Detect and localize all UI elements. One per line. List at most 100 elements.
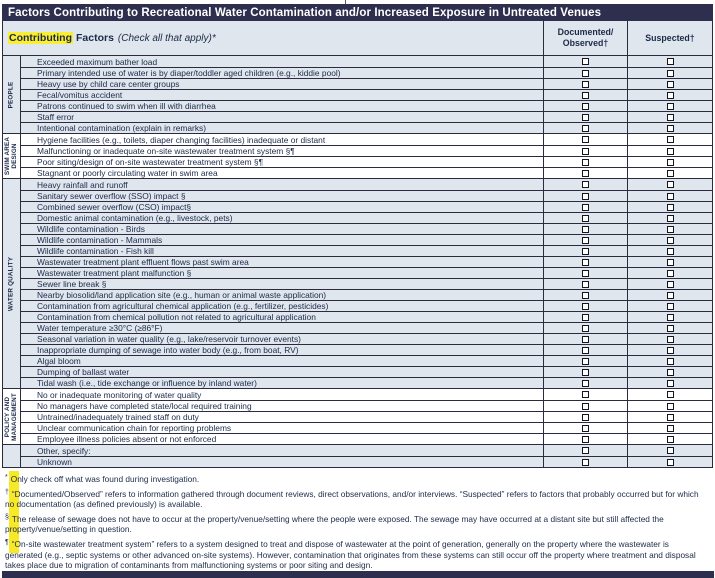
documented-checkbox[interactable]	[582, 291, 589, 299]
factor-label: Other, specify:	[37, 445, 91, 456]
documented-checkbox[interactable]	[582, 225, 589, 233]
documented-checkbox[interactable]	[582, 192, 589, 200]
documented-checkbox[interactable]	[582, 181, 589, 188]
suspected-checkbox[interactable]	[666, 402, 674, 410]
suspected-checkbox[interactable]	[666, 136, 674, 143]
suspected-checkbox[interactable]	[666, 258, 674, 266]
suspected-checkbox[interactable]	[666, 203, 674, 211]
documented-checkbox[interactable]	[582, 435, 589, 443]
documented-checkbox[interactable]	[582, 203, 589, 211]
suspected-checkbox[interactable]	[666, 447, 674, 454]
table-header-row: Contributing Factors (Check all that app…	[3, 21, 712, 56]
factor-label: Nearby biosolid/land application site (e…	[37, 290, 327, 300]
suspected-checkbox[interactable]	[666, 280, 674, 288]
suspected-checkbox[interactable]	[666, 458, 674, 466]
suspected-checkbox[interactable]	[666, 346, 674, 354]
documented-checkbox[interactable]	[582, 447, 589, 454]
factor-label: Wastewater treatment plant malfunction §	[37, 268, 192, 278]
suspected-cell	[627, 279, 712, 289]
suspected-checkbox[interactable]	[666, 192, 674, 200]
documented-checkbox[interactable]	[582, 424, 589, 432]
suspected-cell	[627, 179, 712, 190]
documented-checkbox[interactable]	[582, 368, 589, 376]
documented-checkbox[interactable]	[582, 158, 589, 166]
section-rows: Hygiene facilities (e.g., toilets, diape…	[21, 134, 712, 178]
suspected-checkbox[interactable]	[666, 391, 674, 398]
documented-checkbox[interactable]	[582, 391, 589, 398]
suspected-checkbox[interactable]	[666, 147, 674, 155]
documented-checkbox[interactable]	[582, 379, 589, 387]
documented-checkbox[interactable]	[582, 357, 589, 365]
documented-checkbox[interactable]	[582, 236, 589, 244]
documented-checkbox[interactable]	[582, 302, 589, 310]
suspected-checkbox[interactable]	[666, 435, 674, 443]
form-document: Factors Contributing to Recreational Wat…	[2, 4, 713, 571]
suspected-checkbox[interactable]	[666, 102, 674, 110]
suspected-checkbox[interactable]	[666, 302, 674, 310]
factor-row: Seasonal variation in water quality (e.g…	[21, 333, 712, 344]
suspected-checkbox[interactable]	[666, 335, 674, 343]
factor-row: No or inadequate monitoring of water qua…	[21, 389, 712, 400]
factor-label: Malfunctioning or inadequate on-site was…	[37, 146, 295, 156]
documented-cell	[543, 191, 627, 201]
suspected-checkbox[interactable]	[666, 225, 674, 233]
documented-cell	[543, 146, 627, 156]
documented-cell	[543, 367, 627, 377]
documented-checkbox[interactable]	[582, 280, 589, 288]
suspected-cell	[627, 401, 712, 411]
documented-checkbox[interactable]	[582, 102, 589, 110]
documented-checkbox[interactable]	[582, 247, 589, 255]
factor-row: Sewer line break §	[21, 278, 712, 289]
factor-row: Poor siting/design of on-site wastewater…	[21, 156, 712, 167]
suspected-checkbox[interactable]	[666, 80, 674, 88]
factor-label: Exceeded maximum bather load	[37, 56, 158, 67]
suspected-checkbox[interactable]	[666, 214, 674, 222]
documented-checkbox[interactable]	[582, 346, 589, 354]
suspected-checkbox[interactable]	[666, 124, 674, 132]
documented-cell	[543, 112, 627, 122]
suspected-checkbox[interactable]	[666, 58, 674, 65]
suspected-checkbox[interactable]	[666, 291, 674, 299]
factor-label: Sanitary sewer overflow (SSO) impact §	[37, 191, 186, 201]
suspected-checkbox[interactable]	[666, 357, 674, 365]
factor-label: Patrons continued to swim when ill with …	[37, 101, 216, 111]
suspected-checkbox[interactable]	[666, 269, 674, 277]
documented-checkbox[interactable]	[582, 214, 589, 222]
documented-checkbox[interactable]	[582, 335, 589, 343]
suspected-checkbox[interactable]	[666, 247, 674, 255]
suspected-checkbox[interactable]	[666, 379, 674, 387]
documented-checkbox[interactable]	[582, 147, 589, 155]
documented-checkbox[interactable]	[582, 313, 589, 321]
documented-checkbox[interactable]	[582, 91, 589, 99]
documented-checkbox[interactable]	[582, 269, 589, 277]
pilcrow-symbol: ¶	[5, 539, 9, 547]
documented-checkbox[interactable]	[582, 324, 589, 332]
suspected-checkbox[interactable]	[666, 236, 674, 244]
documented-checkbox[interactable]	[582, 169, 589, 177]
suspected-checkbox[interactable]	[666, 113, 674, 121]
documented-checkbox[interactable]	[582, 80, 589, 88]
factors-header-cell: Contributing Factors (Check all that app…	[3, 21, 543, 55]
suspected-checkbox[interactable]	[666, 324, 674, 332]
section: SWIM AREA DESIGN Hygiene facilities (e.g.…	[3, 133, 712, 178]
documented-checkbox[interactable]	[582, 413, 589, 421]
suspected-checkbox[interactable]	[666, 181, 674, 188]
documented-checkbox[interactable]	[582, 258, 589, 266]
factor-label: Stagnant or poorly circulating water in …	[37, 168, 218, 178]
suspected-checkbox[interactable]	[666, 69, 674, 77]
documented-checkbox[interactable]	[582, 402, 589, 410]
documented-checkbox[interactable]	[582, 124, 589, 132]
suspected-checkbox[interactable]	[666, 368, 674, 376]
suspected-checkbox[interactable]	[666, 158, 674, 166]
suspected-checkbox[interactable]	[666, 424, 674, 432]
suspected-checkbox[interactable]	[666, 413, 674, 421]
documented-checkbox[interactable]	[582, 136, 589, 143]
documented-checkbox[interactable]	[582, 458, 589, 466]
suspected-checkbox[interactable]	[666, 313, 674, 321]
documented-checkbox[interactable]	[582, 69, 589, 77]
suspected-column-header: Suspected†	[627, 21, 712, 55]
documented-checkbox[interactable]	[582, 58, 589, 65]
suspected-checkbox[interactable]	[666, 91, 674, 99]
documented-checkbox[interactable]	[582, 113, 589, 121]
suspected-checkbox[interactable]	[666, 169, 674, 177]
